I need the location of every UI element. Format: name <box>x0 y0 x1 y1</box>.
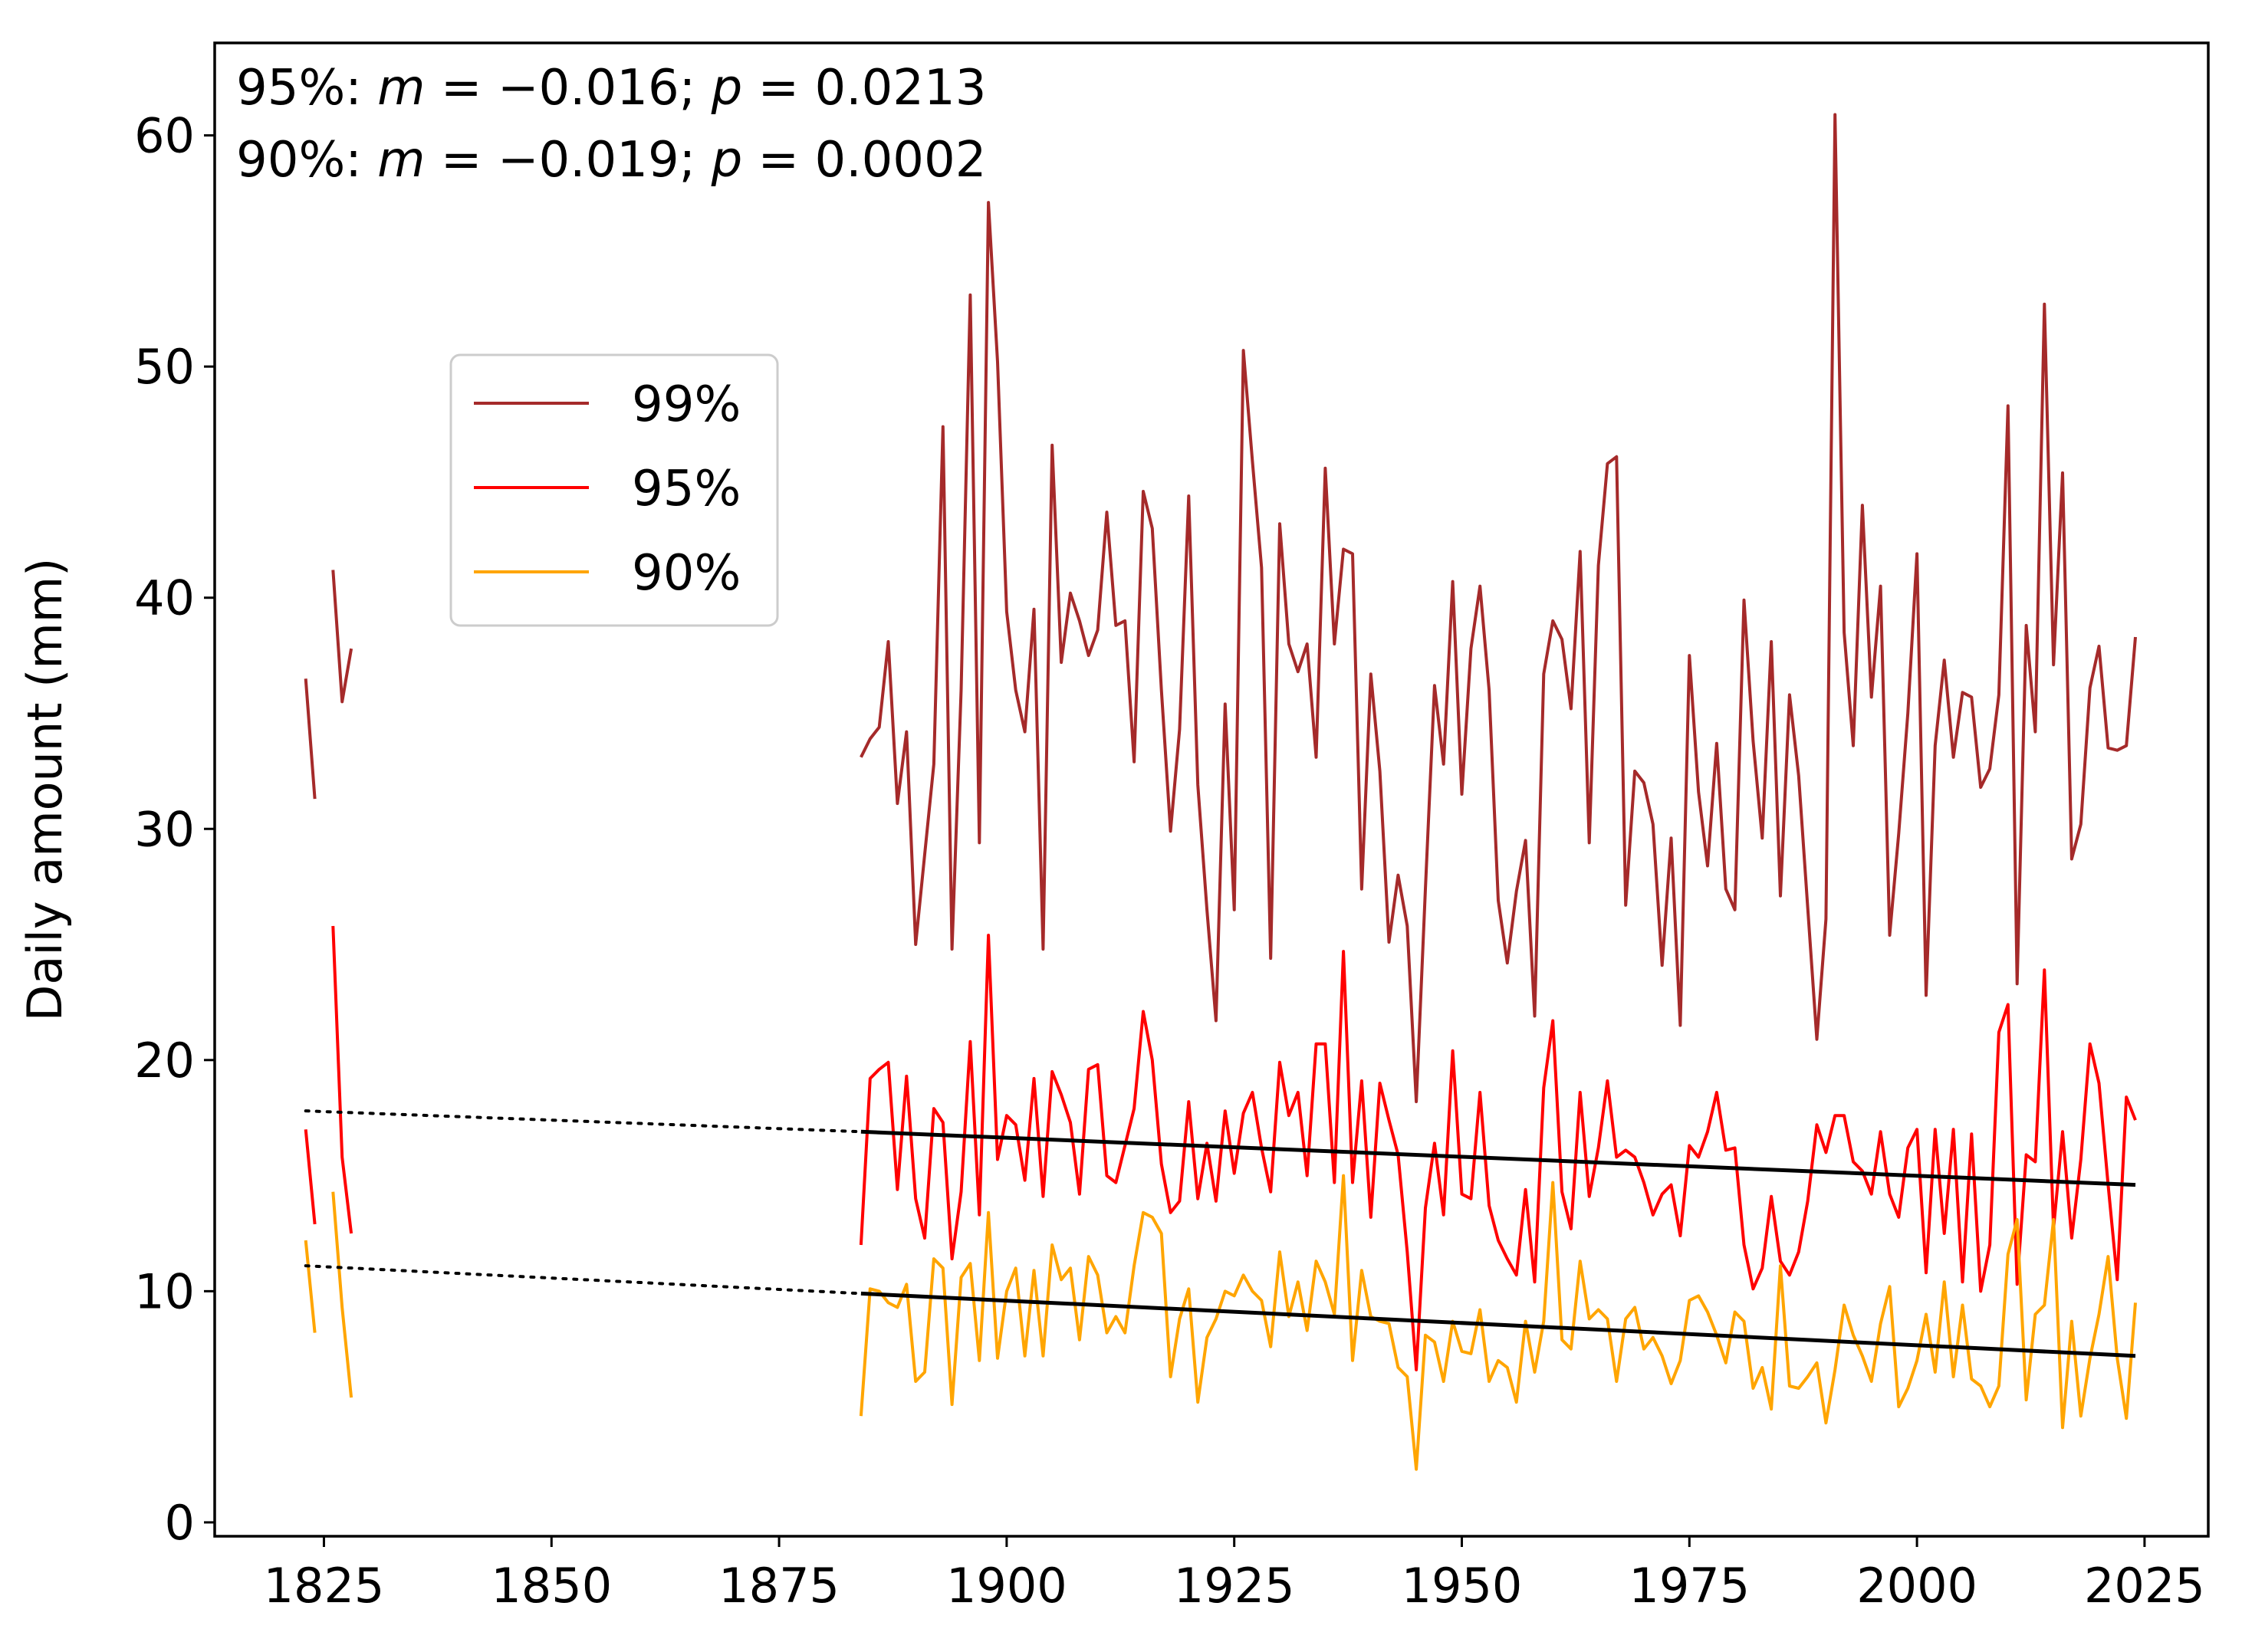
trend-extrapolation-95 <box>304 1109 863 1134</box>
series-90-line-segment-0 <box>304 1240 317 1333</box>
y-tick-label-40: 40 <box>134 570 195 626</box>
series-99-line-segment-1 <box>331 570 353 704</box>
x-tick-label-2025: 2025 <box>2084 1558 2205 1614</box>
series-90-line-segment-2 <box>859 1174 2137 1471</box>
x-tick-label-1900: 1900 <box>946 1558 1067 1614</box>
trend-annotation: 95%: m = −0.016; p = 0.0213 90%: m = −0.… <box>236 60 986 189</box>
series-99-line-segment-0 <box>304 678 317 800</box>
series-95-line-segment-2 <box>859 934 2137 1371</box>
x-tick-label-1950: 1950 <box>1402 1558 1523 1614</box>
y-tick-label-20: 20 <box>134 1033 195 1089</box>
trend-extrapolation-90 <box>304 1264 863 1296</box>
y-axis-label: Daily amount (mm) <box>17 558 73 1022</box>
y-tick-label-30: 30 <box>134 801 195 857</box>
series-95-line-segment-1 <box>331 925 353 1234</box>
plot-frame <box>213 41 2210 1538</box>
y-tick-label-60: 60 <box>134 108 195 164</box>
trend-line-95 <box>860 1129 2136 1187</box>
x-tick-label-1875: 1875 <box>718 1558 840 1614</box>
axes-layer: 1825 1850 1875 1900 1925 1950 1975 2000 2025 0 10 2… <box>134 108 2205 1614</box>
y-tick-label-0: 0 <box>165 1495 195 1551</box>
series-99-line-segment-2 <box>860 113 2137 1104</box>
y-tick-label-50: 50 <box>134 339 195 395</box>
x-tick-label-1850: 1850 <box>491 1558 612 1614</box>
legend-label-95: 95% <box>632 461 741 517</box>
annotation-90: 90%: m = −0.019; p = 0.0002 <box>236 132 986 189</box>
annotation-95: 95%: m = −0.016; p = 0.0213 <box>236 60 986 117</box>
series-90-line-segment-1 <box>331 1191 353 1398</box>
legend-box <box>449 353 779 627</box>
legend-label-90: 90% <box>632 545 741 602</box>
y-tick-label-10: 10 <box>134 1263 195 1319</box>
x-tick-label-1975: 1975 <box>1629 1558 1750 1614</box>
x-tick-label-1825: 1825 <box>264 1558 385 1614</box>
legend-label-99: 99% <box>632 376 741 433</box>
x-tick-label-1925: 1925 <box>1174 1558 1295 1614</box>
trend-line-90 <box>860 1291 2136 1358</box>
plot-data-layer <box>304 113 2137 1471</box>
legend: 99% 95% 90% <box>449 353 779 627</box>
series-95-line-segment-0 <box>304 1129 317 1225</box>
x-tick-label-2000: 2000 <box>1856 1558 1977 1614</box>
